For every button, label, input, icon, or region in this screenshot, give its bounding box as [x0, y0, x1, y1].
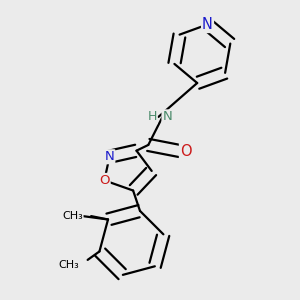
Text: N: N	[163, 110, 172, 123]
Text: N: N	[202, 17, 213, 32]
Text: H: H	[147, 110, 157, 123]
Text: CH₃: CH₃	[58, 260, 79, 270]
Text: O: O	[180, 143, 192, 158]
Text: N: N	[105, 150, 114, 163]
Text: CH₃: CH₃	[62, 211, 83, 221]
Text: O: O	[99, 174, 110, 187]
